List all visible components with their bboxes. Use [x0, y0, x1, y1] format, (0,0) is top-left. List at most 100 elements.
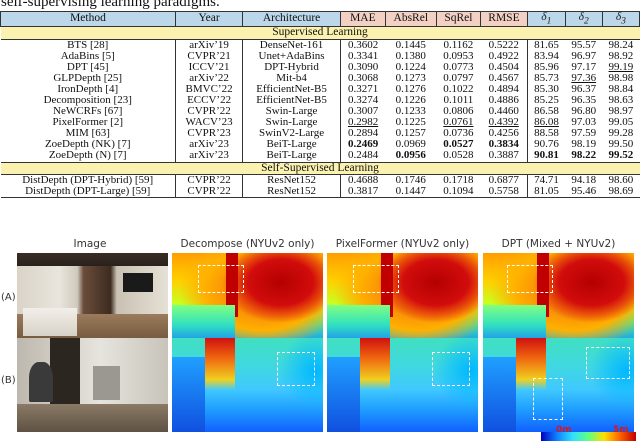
- cell-metric: 0.0773: [443, 60, 474, 73]
- cell-metric: 94.18: [571, 174, 597, 187]
- cell-metric: 85.25: [534, 94, 559, 107]
- cell-metric: 96.80: [571, 105, 597, 118]
- cell-metric: 0.3007: [347, 105, 379, 118]
- header-sqrel: SqRel: [435, 11, 482, 27]
- cell-architecture: ResNet152: [242, 174, 341, 187]
- highlight-box: [533, 378, 563, 420]
- highlight-box: [198, 265, 244, 293]
- cell-metric: 74.71: [534, 174, 559, 187]
- cell-metric: 0.3602: [347, 38, 379, 51]
- cell-metric: 98.84: [608, 82, 634, 95]
- image-a: [17, 253, 168, 345]
- cell-metric: 0.4504: [480, 61, 528, 73]
- col-header-decompose: Decompose (NYUv2 only): [180, 238, 315, 250]
- depth-dpt-a: [483, 253, 634, 345]
- cell-metric: 0.3090: [347, 60, 379, 73]
- col-header-image: Image: [73, 238, 107, 250]
- header-absrel: AbsRel: [384, 11, 437, 27]
- table-row: DistDepth (DPT-Hybrid) [59] CVPR’22 ResNet…: [0, 174, 640, 187]
- cell-method: DPT [45]: [0, 61, 176, 73]
- cell-metric: 0.3068: [347, 71, 379, 84]
- section-title: Supervised Learning: [0, 26, 640, 40]
- cell-metric: 0.1718: [443, 174, 474, 187]
- cell-metric: 0.3271: [347, 82, 379, 95]
- cell-metric: 99.19: [608, 60, 634, 73]
- cell-metric: 98.63: [608, 94, 634, 107]
- section-title: Self-Supervised Learning: [0, 161, 640, 176]
- cell-year: CVPR’22: [175, 106, 244, 118]
- cell-metric: 0.0797: [443, 71, 474, 84]
- cell-method: ZoeDepth (NK) [7]: [0, 139, 176, 151]
- cell-year: arXiv’23: [175, 150, 244, 163]
- cell-method: Decomposition [23]: [0, 94, 176, 107]
- row-label-a: (A): [1, 292, 16, 303]
- cell-metric: 0.3887: [480, 150, 528, 163]
- cell-metric: 0.5222: [480, 39, 528, 51]
- cell-metric: 86.58: [534, 105, 559, 118]
- cell-metric: 0.4886: [480, 94, 528, 107]
- highlight-box: [507, 265, 553, 293]
- cell-metric: 0.4922: [480, 50, 528, 62]
- cell-metric: 98.98: [608, 71, 634, 84]
- depth-pixelformer-b: [327, 338, 478, 432]
- header-mae: MAE: [339, 11, 386, 27]
- cell-metric: 0.1224: [395, 60, 426, 73]
- cell-metric: 0.4688: [347, 174, 379, 187]
- cell-metric: 0.1746: [395, 174, 426, 187]
- cell-method: MIM [63]: [0, 128, 176, 140]
- table-row: ZoeDepth (N) [7] arXiv’23 BeiT-Large 0.2484…: [0, 149, 640, 163]
- depth-dpt-b: [483, 338, 634, 432]
- cell-metric: 0.1445: [395, 38, 426, 51]
- cell-metric: 98.97: [608, 105, 634, 118]
- cell-architecture: Swin-Large: [242, 106, 341, 118]
- table-row: BTS [28] arXiv’19 DenseNet-161 0.3602 0.1445…: [0, 38, 640, 51]
- caption-tail: self-supervising learning paradigms.: [1, 0, 220, 10]
- cell-year: arXiv’19: [175, 39, 244, 51]
- header-delta3: δ3: [601, 11, 640, 27]
- cell-metric: 97.17: [571, 60, 597, 73]
- table-row: NeWCRFs [67] CVPR’22 Swin-Large 0.3007 0.123…: [0, 105, 640, 118]
- qualitative-figure: Image Decompose (NYUv2 only) PixelFormer…: [0, 232, 640, 445]
- col-header-pixelformer: PixelFormer (NYUv2 only): [335, 238, 470, 250]
- cell-metric: 0.3834: [480, 139, 528, 151]
- highlight-box: [353, 265, 399, 293]
- cell-year: CVPR’23: [175, 128, 244, 140]
- cell-metric: 85.30: [534, 82, 559, 95]
- cell-metric: 0.3341: [347, 49, 379, 62]
- cell-architecture: BeiT-Large: [242, 150, 341, 163]
- cell-metric: 99.28: [608, 127, 634, 140]
- cell-method: DistDepth (DPT-Large) [59]: [0, 186, 176, 199]
- results-table: Method Year Architecture MAE AbsRel SqRe…: [0, 11, 640, 199]
- cell-architecture: DPT-Hybrid: [242, 61, 341, 73]
- cell-metric: 0.1226: [395, 94, 426, 107]
- cell-metric: 85.73: [534, 71, 559, 84]
- col-header-dpt: DPT (Mixed + NYUv2): [501, 238, 616, 250]
- depth-pixelformer-a: [327, 253, 478, 345]
- cell-metric: 0.0736: [443, 127, 474, 140]
- cell-metric: 0.1225: [395, 116, 426, 129]
- cell-metric: 0.0953: [443, 49, 474, 62]
- section-header-row: Supervised Learning: [0, 26, 640, 40]
- cell-method: PixelFormer [2]: [0, 117, 176, 129]
- cell-year: BMVC’22: [175, 83, 244, 95]
- cell-method: DistDepth (DPT-Hybrid) [59]: [0, 174, 176, 187]
- cell-metric: 0.2484: [347, 149, 379, 162]
- table-row: DPT [45] ICCV’21 DPT-Hybrid 0.3090 0.1224 0.0…: [0, 60, 640, 73]
- cell-metric: 98.19: [571, 138, 597, 151]
- header-rmse: RMSE: [480, 11, 528, 27]
- cell-architecture: SwinV2-Large: [242, 128, 341, 140]
- cell-metric: 88.58: [534, 127, 559, 140]
- cell-metric: 0.2982: [347, 116, 379, 129]
- section-header-row: Self-Supervised Learning: [0, 161, 640, 176]
- table-row: MIM [63] CVPR’23 SwinV2-Large 0.2894 0.1257 0…: [0, 127, 640, 140]
- table-row: PixelFormer [2] WACV’23 Swin-Large 0.2982 0.…: [0, 116, 640, 129]
- cell-metric: 0.4894: [480, 83, 528, 95]
- cell-metric: 90.76: [534, 138, 559, 151]
- cell-metric: 0.4256: [480, 128, 528, 140]
- cell-architecture: Unet+AdaBins: [242, 50, 341, 62]
- colorbar-min-label: 0m: [556, 425, 572, 435]
- cell-architecture: EfficientNet-B5: [242, 83, 341, 95]
- cell-method: BTS [28]: [0, 39, 176, 51]
- header-architecture: Architecture: [242, 11, 341, 27]
- colorbar-max-label: 5m: [613, 425, 629, 435]
